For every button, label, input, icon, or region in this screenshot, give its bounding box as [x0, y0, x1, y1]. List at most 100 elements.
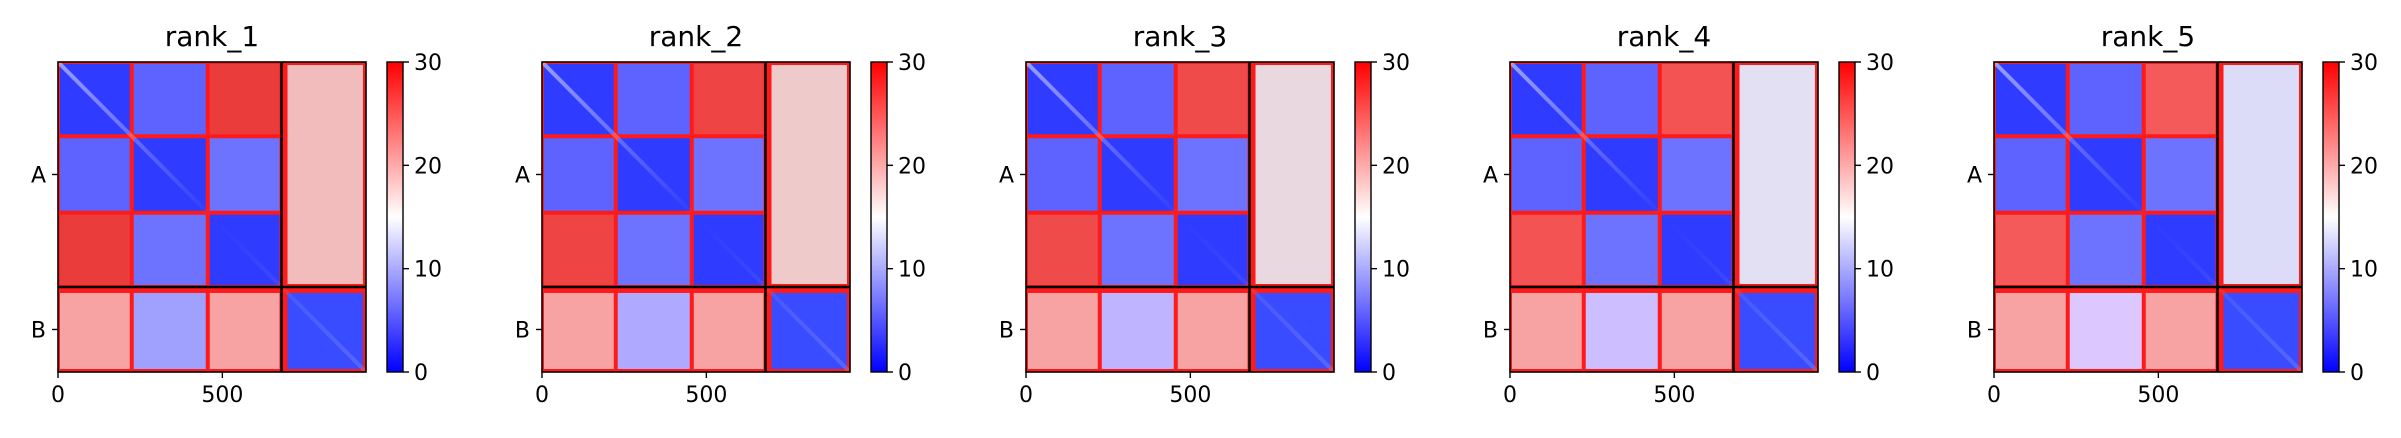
- plot-frame: [57, 61, 367, 373]
- x-tick-label: 0: [1019, 383, 1033, 408]
- pae-block-a: [1585, 64, 1658, 135]
- pae-block-a: [2069, 214, 2142, 285]
- pae-block-ab: [771, 65, 847, 284]
- chain-label: A: [31, 163, 46, 188]
- pae-panel-5: rank_5 A B 0 500 0 10 20 30: [1967, 20, 2378, 408]
- diagonal: [1026, 62, 1334, 372]
- x-tick-label: 0: [535, 383, 549, 408]
- colorbar-tick-label: 30: [898, 51, 926, 76]
- pae-block-a: [1177, 138, 1248, 211]
- pae-block-a: [1028, 138, 1098, 211]
- diagonal: [542, 62, 850, 372]
- pae-panel-1: rank_1 A B 0 500 0 10 20 30: [31, 20, 442, 408]
- chain-label: B: [1967, 318, 1982, 343]
- pae-block-a: [693, 64, 764, 135]
- colorbar: [1838, 61, 1856, 373]
- pae-block-a: [60, 214, 130, 285]
- pae-block-ba: [1512, 292, 1582, 369]
- pae-block-a: [1028, 214, 1098, 285]
- pae-block-ba: [1585, 292, 1658, 369]
- colorbar-tick-label: 0: [898, 361, 912, 386]
- pae-block-a: [1177, 64, 1248, 135]
- pae-block-ba: [133, 292, 206, 369]
- pae-block-a: [2145, 64, 2216, 135]
- pae-block-a: [1585, 214, 1658, 285]
- heatmap: [1994, 62, 2302, 372]
- pae-block-a: [1101, 214, 1174, 285]
- pae-block-ba: [617, 292, 690, 369]
- pae-block-a: [60, 138, 130, 211]
- heatmap: [542, 62, 850, 372]
- colorbar-tick-label: 0: [414, 361, 428, 386]
- heatmap: [1510, 62, 1818, 372]
- diagonal: [58, 62, 366, 372]
- colorbar-tick-label: 20: [1866, 154, 1894, 179]
- chain-label: B: [515, 318, 530, 343]
- pae-block-a: [1996, 214, 2066, 285]
- colorbar: [870, 61, 888, 373]
- pae-block-ba: [1996, 292, 2066, 369]
- pae-block-a: [1661, 138, 1732, 211]
- colorbar-tick-label: 0: [1866, 361, 1880, 386]
- x-tick-label: 500: [1653, 383, 1695, 408]
- x-tick-label: 500: [1169, 383, 1211, 408]
- pae-block-ba: [1028, 292, 1098, 369]
- x-tick-label: 500: [201, 383, 243, 408]
- chain-label: A: [515, 163, 530, 188]
- colorbar-tick-label: 20: [898, 154, 926, 179]
- plot-frame: [541, 61, 851, 373]
- pae-block-a: [209, 138, 280, 211]
- chain-label: A: [999, 163, 1014, 188]
- x-tick-label: 0: [1987, 383, 2001, 408]
- pae-block-a: [1996, 138, 2066, 211]
- diagonal: [1994, 62, 2302, 372]
- colorbar-tick-label: 10: [898, 258, 926, 283]
- colorbar-tick-label: 10: [414, 258, 442, 283]
- colorbar-tick-label: 0: [2350, 361, 2364, 386]
- panel-title: rank_1: [165, 20, 259, 53]
- colorbar-tick-label: 30: [1866, 51, 1894, 76]
- panel-title: rank_5: [2101, 20, 2195, 53]
- pae-block-a: [133, 214, 206, 285]
- colorbar: [2322, 61, 2340, 373]
- panel-title: rank_2: [649, 20, 743, 53]
- pae-block-ba: [2069, 292, 2142, 369]
- plot-frame: [1509, 61, 1819, 373]
- colorbar-tick-label: 30: [1382, 51, 1410, 76]
- heatmap: [1026, 62, 1334, 372]
- pae-block-a: [209, 64, 280, 135]
- pae-block-ba: [1101, 292, 1174, 369]
- pae-block-a: [1661, 64, 1732, 135]
- pae-block-ba: [544, 292, 614, 369]
- colorbar-tick-label: 20: [1382, 154, 1410, 179]
- heatmap: [58, 62, 366, 372]
- pae-block-ba: [2145, 292, 2216, 369]
- pae-block-a: [544, 214, 614, 285]
- pae-block-a: [1101, 64, 1174, 135]
- pae-block-ab: [287, 65, 363, 284]
- pae-block-a: [2145, 138, 2216, 211]
- pae-block-ba: [209, 292, 280, 369]
- plot-frame: [1993, 61, 2303, 373]
- pae-block-ab: [1739, 65, 1815, 284]
- colorbar: [1354, 61, 1372, 373]
- colorbar-tick-label: 20: [414, 154, 442, 179]
- pae-block-ba: [1661, 292, 1732, 369]
- colorbar-tick-label: 10: [1382, 258, 1410, 283]
- x-tick-label: 0: [1503, 383, 1517, 408]
- pae-block-a: [2069, 64, 2142, 135]
- plot-frame: [1025, 61, 1335, 373]
- x-tick-label: 500: [2137, 383, 2179, 408]
- pae-block-ab: [1255, 65, 1331, 284]
- colorbar-tick-label: 30: [414, 51, 442, 76]
- pae-block-a: [1512, 214, 1582, 285]
- chain-label: A: [1967, 163, 1982, 188]
- pae-block-ba: [1177, 292, 1248, 369]
- pae-block-a: [1512, 138, 1582, 211]
- panel-title: rank_4: [1617, 20, 1711, 53]
- colorbar-tick-label: 10: [2350, 258, 2378, 283]
- panel-title: rank_3: [1133, 20, 1227, 53]
- pae-block-ab: [2223, 65, 2299, 284]
- pae-block-a: [617, 64, 690, 135]
